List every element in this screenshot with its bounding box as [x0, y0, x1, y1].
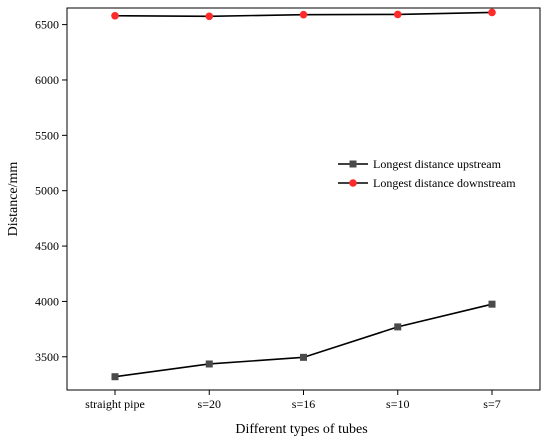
series-line-upstream — [114, 303, 493, 378]
x-axis-title: Different types of tubes — [235, 422, 367, 437]
y-tick-label: 3500 — [35, 350, 59, 364]
y-tick-label: 5000 — [35, 184, 59, 198]
x-tick-label: straight pipe — [85, 397, 145, 411]
y-tick-label: 5500 — [35, 128, 59, 142]
data-point-downstream — [205, 12, 214, 21]
x-tick-label: s=7 — [483, 397, 500, 411]
y-axis-title: Distance/mm — [6, 162, 21, 237]
data-point-downstream — [111, 11, 119, 20]
series-layer — [111, 8, 496, 381]
y-tick-label: 6500 — [35, 18, 59, 32]
data-point-downstream — [393, 10, 402, 19]
x-tick-label: s=10 — [386, 397, 409, 411]
x-tick-label: s=20 — [198, 397, 221, 411]
data-point-upstream — [205, 360, 213, 368]
data-point-upstream — [300, 353, 307, 361]
data-point-upstream — [488, 300, 496, 308]
data-point-downstream — [488, 8, 496, 17]
x-tick-label: s=16 — [292, 397, 315, 411]
plot-frame — [66, 7, 541, 391]
y-axis-ticks: 3500 4000 4500 5000 5500 6000 6500 — [35, 18, 67, 364]
y-tick-label: 4500 — [35, 239, 59, 253]
legend-marker-circle — [349, 179, 357, 187]
legend-label: Longest distance downstream — [373, 176, 516, 190]
data-point-downstream — [299, 10, 308, 19]
legend-label: Longest distance upstream — [373, 157, 502, 171]
data-point-upstream — [394, 323, 402, 331]
y-tick-label: 6000 — [35, 73, 59, 87]
legend: Longest distance upstream Longest distanc… — [338, 157, 516, 190]
y-tick-label: 4000 — [35, 294, 59, 308]
legend-marker-square — [349, 160, 357, 168]
x-axis-ticks: straight pipe s=20 s=16 s=10 s=7 — [85, 390, 501, 411]
data-point-upstream — [111, 373, 119, 381]
